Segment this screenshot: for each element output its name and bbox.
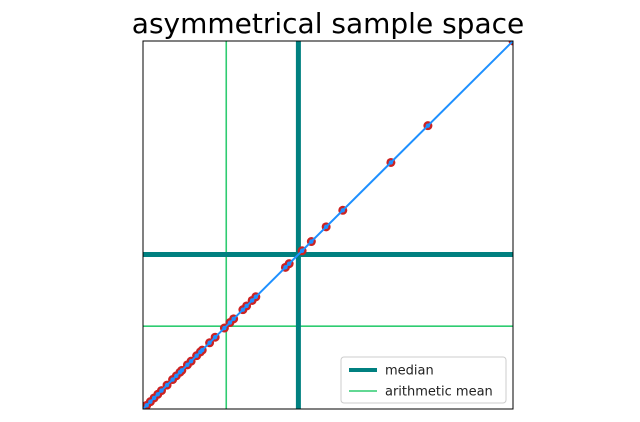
- data-point-core-26: [286, 261, 292, 266]
- data-point-core-33: [510, 41, 513, 44]
- data-point-core-22: [244, 303, 249, 309]
- data-point-core-1: [144, 403, 149, 408]
- data-point-core-10: [179, 368, 185, 373]
- plot-content: [143, 41, 513, 409]
- plot-area: [142, 40, 514, 410]
- data-point-core-2: [148, 399, 153, 404]
- data-point-core-16: [207, 340, 212, 345]
- data-point-core-21: [240, 307, 246, 312]
- data-point-core-13: [194, 353, 199, 358]
- data-point-core-24: [253, 294, 259, 299]
- data-point-core-20: [231, 316, 236, 322]
- identity-line: [143, 41, 513, 409]
- data-point-core-7: [170, 377, 175, 382]
- chart-title: asymmetrical sample space: [132, 7, 524, 40]
- data-point-core-25: [283, 265, 288, 270]
- data-point-core-27: [299, 248, 305, 253]
- data-point-core-18: [222, 325, 227, 331]
- data-point-core-19: [227, 320, 233, 325]
- legend-label-0: median: [385, 364, 434, 379]
- data-point-core-11: [185, 362, 190, 368]
- data-point-core-32: [425, 123, 431, 128]
- data-point-core-17: [212, 335, 218, 340]
- data-point-core-29: [323, 224, 329, 230]
- data-point-core-28: [309, 239, 314, 244]
- data-point-core-3: [151, 395, 157, 401]
- data-point-core-30: [340, 208, 345, 213]
- data-point-core-0: [143, 406, 146, 409]
- data-point-core-15: [200, 347, 205, 353]
- axes-frame: [142, 40, 514, 410]
- legend-label-1: arithmetic mean: [385, 385, 493, 400]
- data-point-core-31: [388, 160, 394, 165]
- legend: median arithmetic mean: [340, 356, 507, 404]
- data-point-core-8: [174, 373, 179, 379]
- legend-box: [340, 356, 507, 404]
- data-point-core-12: [188, 358, 194, 364]
- data-point-core-6: [164, 382, 170, 388]
- data-point-core-5: [159, 388, 164, 393]
- data-point-core-23: [249, 298, 255, 303]
- data-point-core-4: [155, 392, 160, 397]
